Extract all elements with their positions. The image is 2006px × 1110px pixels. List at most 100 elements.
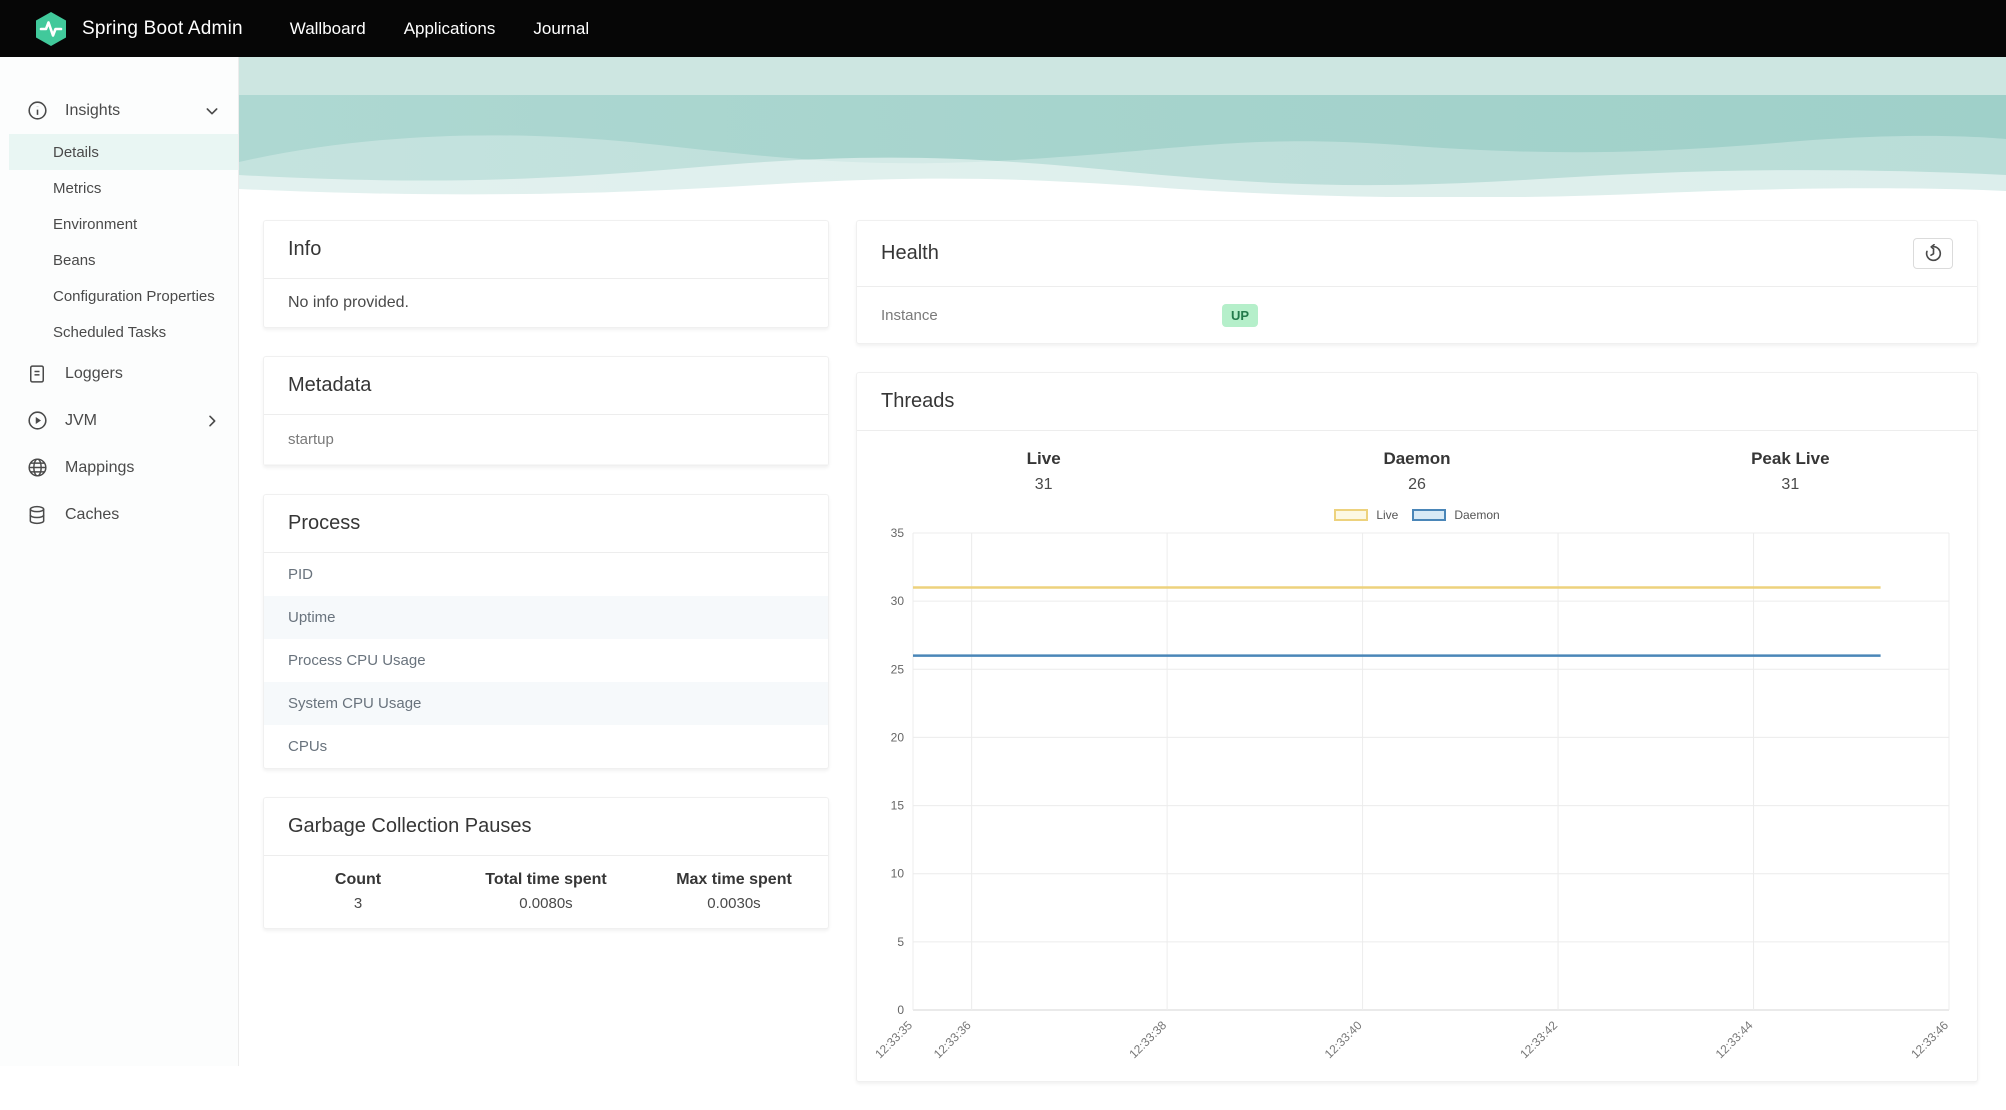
gc-val-count: 3 <box>353 895 363 912</box>
health-history-button[interactable] <box>1913 238 1953 269</box>
stat-daemon-value: 26 <box>1408 476 1426 493</box>
sidebar-item-beans[interactable]: Beans <box>53 251 96 269</box>
gc-val-max-time: 0.0030s <box>707 895 761 912</box>
stat-live: Live 31 <box>857 449 1230 494</box>
x-tick-label: 12:33:36 <box>931 1018 974 1061</box>
process-row-cpus: CPUs <box>288 738 328 755</box>
process-card-title: Process <box>288 512 361 534</box>
document-icon <box>27 363 48 384</box>
gc-val-total-time: 0.0080s <box>519 895 573 912</box>
top-navbar: Spring Boot Admin Wallboard Applications… <box>0 0 2006 57</box>
threads-stats: Live 31 Daemon 26 Peak Live 31 <box>857 449 1977 494</box>
sidebar-item-loggers[interactable]: Loggers <box>9 350 238 397</box>
chevron-down-icon <box>206 107 218 114</box>
gc-card-title: Garbage Collection Pauses <box>288 815 532 837</box>
threads-chart-wrap: 0 5 10 15 20 25 30 35 12:33:35 12:33:36 12:33:38 12… <box>857 522 1977 1081</box>
info-card: Info No info provided. <box>263 220 829 328</box>
x-tick-label: 12:33:44 <box>1713 1018 1756 1061</box>
health-card-title: Health <box>881 242 939 264</box>
x-tick-label: 12:33:35 <box>872 1018 915 1061</box>
chevron-right-icon <box>209 415 216 426</box>
legend-item-daemon[interactable]: Daemon <box>1412 508 1500 522</box>
database-icon <box>27 504 48 525</box>
sidebar-item-label: Mappings <box>65 458 135 476</box>
threads-card-title: Threads <box>881 390 955 412</box>
x-tick-label: 12:33:46 <box>1908 1018 1951 1061</box>
health-instance-row: Instance UP <box>857 287 1977 343</box>
process-row-uptime: Uptime <box>264 596 828 639</box>
info-card-header: Info <box>264 221 828 279</box>
stat-daemon: Daemon 26 <box>1230 449 1603 494</box>
legend-swatch-live <box>1334 509 1369 521</box>
globe-icon <box>27 457 48 478</box>
threads-card-header: Threads <box>857 373 1977 431</box>
spring-boot-admin-logo-icon <box>36 11 66 46</box>
x-tick-label: 12:33:42 <box>1517 1018 1560 1061</box>
main-area: Info No info provided. Metadata startup … <box>239 57 2006 1082</box>
gc-pauses-card: Garbage Collection Pauses Count Total ti… <box>263 797 829 929</box>
stat-peak-live-value: 31 <box>1781 476 1800 493</box>
chart-legend: Live Daemon <box>857 508 1977 522</box>
brand-title: Spring Boot Admin <box>82 17 243 39</box>
metadata-row: startup <box>264 415 828 465</box>
brand[interactable]: Spring Boot Admin <box>33 11 243 47</box>
stat-peak-live-label: Peak Live <box>1751 449 1830 468</box>
y-tick-label: 25 <box>891 662 905 676</box>
sidebar-item-environment[interactable]: Environment <box>53 215 138 233</box>
status-badge: UP <box>1222 303 1259 327</box>
info-card-body: No info provided. <box>288 294 409 311</box>
sidebar-item-label: Loggers <box>65 364 123 382</box>
play-circle-icon <box>27 410 48 431</box>
threads-card: Threads Live 31 Daemon 26 Peak Live <box>856 372 1978 1082</box>
metadata-card: Metadata startup <box>263 356 829 466</box>
legend-swatch-daemon <box>1412 509 1447 521</box>
sidebar-item-jvm[interactable]: JVM <box>9 397 238 444</box>
gc-col-count: Count <box>334 871 382 888</box>
sidebar-item-mappings[interactable]: Mappings <box>9 444 238 491</box>
y-tick-label: 35 <box>891 526 905 540</box>
y-tick-label: 0 <box>897 1003 904 1017</box>
header-wave-decoration <box>239 57 2006 197</box>
nav-item-applications[interactable]: Applications <box>403 18 496 38</box>
process-row-process-cpu-usage: Process CPU Usage <box>288 652 426 669</box>
gc-col-total-time: Total time spent <box>485 871 607 888</box>
sidebar-item-metrics[interactable]: Metrics <box>53 179 102 197</box>
sidebar-item-caches[interactable]: Caches <box>9 491 238 538</box>
sidebar-item-label: Caches <box>65 505 120 523</box>
process-card-header: Process <box>264 495 828 553</box>
metadata-card-title: Metadata <box>288 374 372 396</box>
sidebar-item-scheduled-tasks[interactable]: Scheduled Tasks <box>53 323 167 341</box>
y-tick-label: 10 <box>891 867 905 881</box>
info-circle-icon <box>27 100 48 121</box>
gc-table: Count Total time spent Max time spent 3 … <box>264 856 828 928</box>
stat-daemon-label: Daemon <box>1383 449 1451 468</box>
sidebar-item-label: Insights <box>65 101 121 119</box>
health-card-header: Health <box>857 221 1977 287</box>
threads-chart[interactable]: 0 5 10 15 20 25 30 35 12:33:35 12:33:36 12:33:38 12… <box>857 522 1977 1070</box>
metadata-card-header: Metadata <box>264 357 828 415</box>
sidebar-item-configuration-properties[interactable]: Configuration Properties <box>53 287 215 305</box>
process-card: Process PID Uptime Process CPU Usage Sys… <box>263 494 829 769</box>
process-row-system-cpu-usage: System CPU Usage <box>264 682 828 725</box>
process-row-pid: PID <box>288 566 314 583</box>
stat-live-value: 31 <box>1034 476 1053 493</box>
y-tick-label: 5 <box>897 935 904 949</box>
legend-label-daemon: Daemon <box>1454 508 1500 522</box>
health-card: Health Instance UP <box>856 220 1978 344</box>
sidebar-item-insights[interactable]: Insights <box>9 87 238 134</box>
stat-live-label: Live <box>1026 449 1061 468</box>
x-tick-label: 12:33:40 <box>1322 1018 1365 1061</box>
legend-label-live: Live <box>1376 508 1399 522</box>
nav-item-wallboard[interactable]: Wallboard <box>289 18 366 38</box>
nav-item-journal[interactable]: Journal <box>533 18 590 38</box>
nav-menu: Wallboard Applications Journal <box>271 0 608 57</box>
legend-item-live[interactable]: Live <box>1334 508 1398 522</box>
sidebar-item-details[interactable]: Details <box>9 134 238 170</box>
sidebar-item-label: JVM <box>65 411 97 429</box>
y-tick-label: 30 <box>891 594 905 608</box>
stat-peak-live: Peak Live 31 <box>1604 449 1977 494</box>
health-instance-label: Instance <box>881 306 938 324</box>
history-icon <box>1925 244 1941 262</box>
info-card-title: Info <box>288 238 322 260</box>
x-tick-label: 12:33:38 <box>1126 1018 1169 1061</box>
